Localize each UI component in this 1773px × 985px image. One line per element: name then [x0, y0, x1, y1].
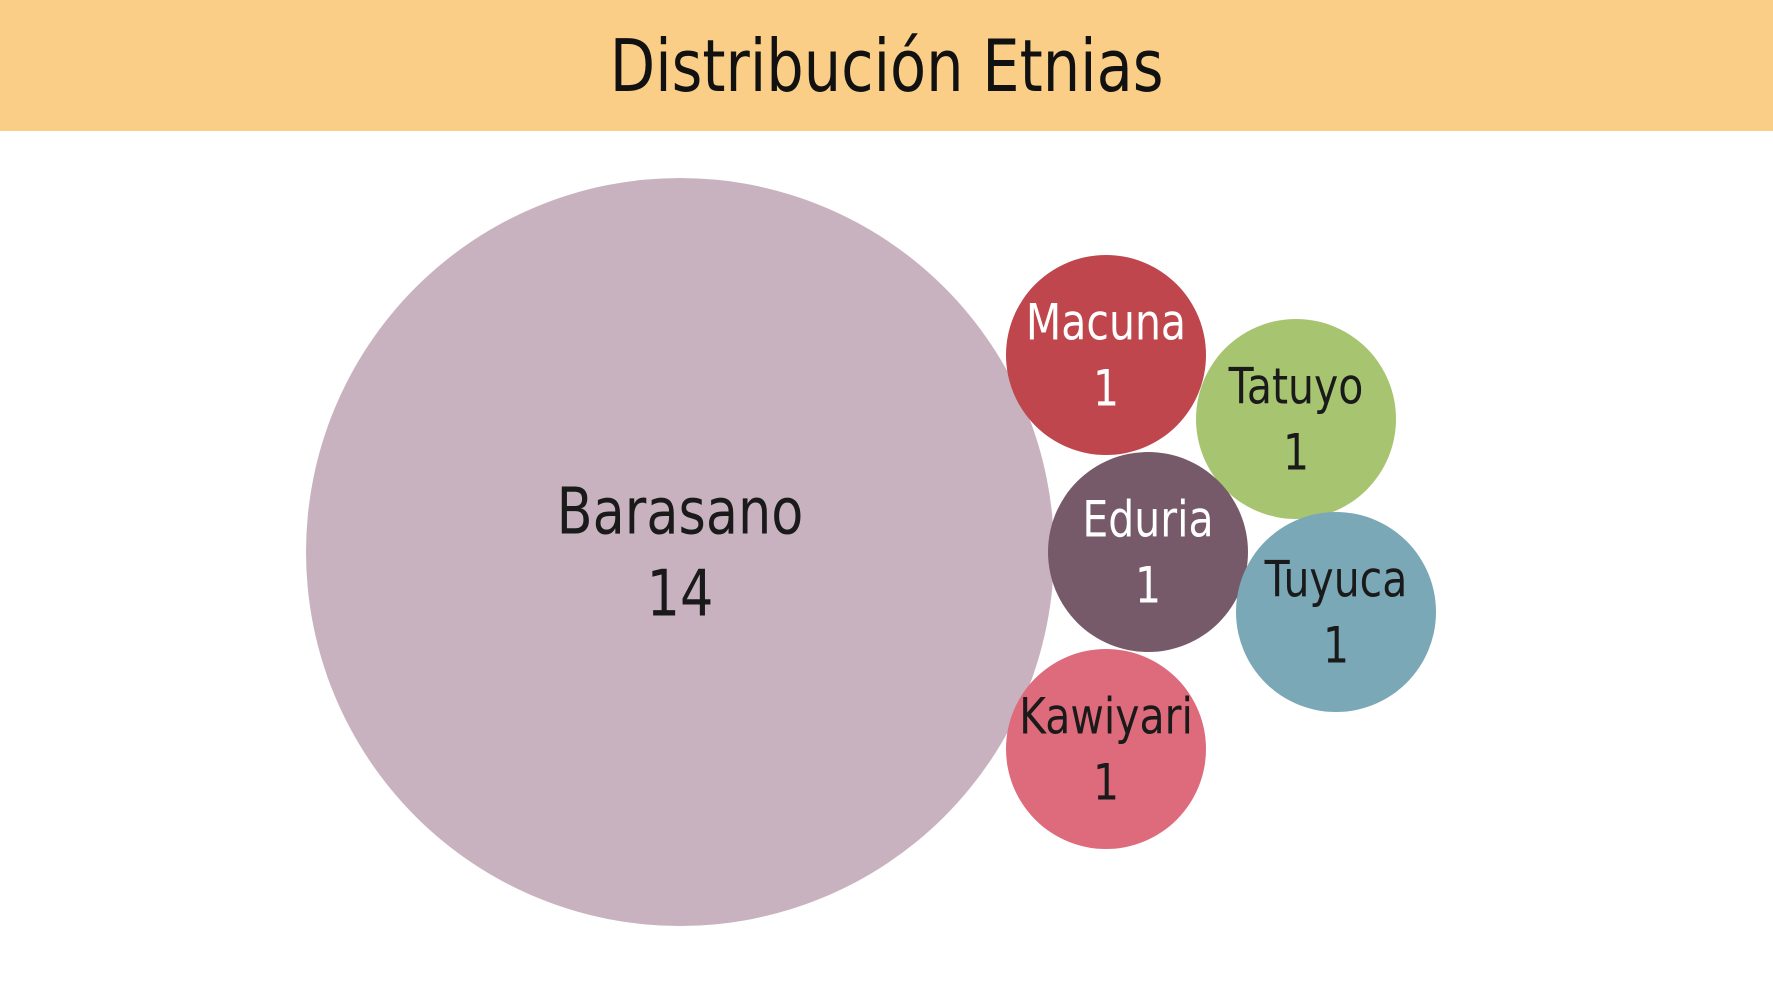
bubble-value-barasano: 14	[647, 556, 714, 630]
bubble-value-eduria: 1	[1135, 557, 1161, 615]
bubble-barasano: Barasano 14	[306, 178, 1054, 926]
title-band: Distribución Etnias	[0, 0, 1773, 131]
bubble-circle-tatuyo	[1196, 319, 1396, 519]
bubble-label-eduria: Eduria	[1082, 491, 1213, 549]
bubble-label-tatuyo: Tatuyo	[1228, 358, 1364, 416]
bubble-value-tuyuca: 1	[1323, 617, 1349, 675]
bubble-circle-tuyuca	[1236, 512, 1436, 712]
bubble-label-barasano: Barasano	[557, 474, 804, 548]
bubble-value-macuna: 1	[1093, 360, 1119, 418]
bubble-circle-kawiyari	[1006, 649, 1206, 849]
bubble-kawiyari: Kawiyari 1	[1006, 649, 1206, 849]
bubble-label-tuyuca: Tuyuca	[1264, 551, 1408, 609]
bubble-circle-barasano	[306, 178, 1054, 926]
bubble-value-kawiyari: 1	[1093, 754, 1119, 812]
bubble-eduria: Eduria 1	[1048, 452, 1248, 652]
bubble-label-kawiyari: Kawiyari	[1019, 688, 1193, 746]
bubble-circle-macuna	[1006, 255, 1206, 455]
bubble-circle-eduria	[1048, 452, 1248, 652]
bubble-label-macuna: Macuna	[1026, 294, 1186, 352]
bubble-tuyuca: Tuyuca 1	[1236, 512, 1436, 712]
bubble-value-tatuyo: 1	[1283, 424, 1309, 482]
chart-title: Distribución Etnias	[609, 23, 1164, 108]
bubble-macuna: Macuna 1	[1006, 255, 1206, 455]
bubble-tatuyo: Tatuyo 1	[1196, 319, 1396, 519]
